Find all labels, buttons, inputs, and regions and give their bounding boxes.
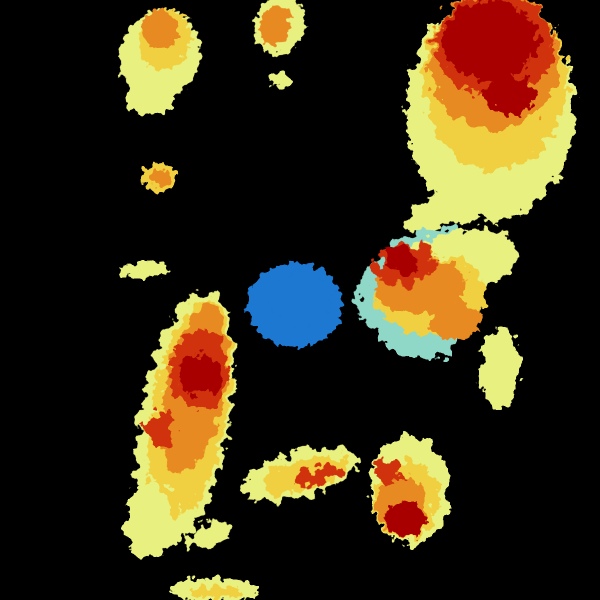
echo-yellow <box>190 586 240 598</box>
echo-light <box>186 520 234 550</box>
echo-dark_red <box>385 502 425 538</box>
storm-east <box>355 227 520 410</box>
echo-light <box>125 85 175 115</box>
echo-orange <box>259 5 291 45</box>
echo-red <box>145 410 175 450</box>
scattered-west <box>120 262 260 600</box>
ground-clutter <box>247 263 343 347</box>
echo-red <box>376 458 404 482</box>
cells-northwest <box>119 0 306 192</box>
echo-light <box>403 169 537 231</box>
echo-orange <box>142 10 178 50</box>
echo-clutter_blue <box>270 272 330 328</box>
echo-dark_red <box>382 248 418 272</box>
echo-orange <box>150 170 170 186</box>
echo-light <box>125 480 175 560</box>
storm-south <box>241 435 450 545</box>
echo-orange <box>430 300 480 340</box>
echo-red <box>295 464 345 486</box>
band-west <box>125 291 235 560</box>
echo-dark_red <box>442 0 538 80</box>
echo-dark_red <box>485 75 535 115</box>
echo-light <box>120 262 170 278</box>
storm-northeast <box>403 0 575 231</box>
echo-light <box>270 72 290 88</box>
echo-light <box>480 330 520 410</box>
echo-dark_red <box>178 355 222 395</box>
